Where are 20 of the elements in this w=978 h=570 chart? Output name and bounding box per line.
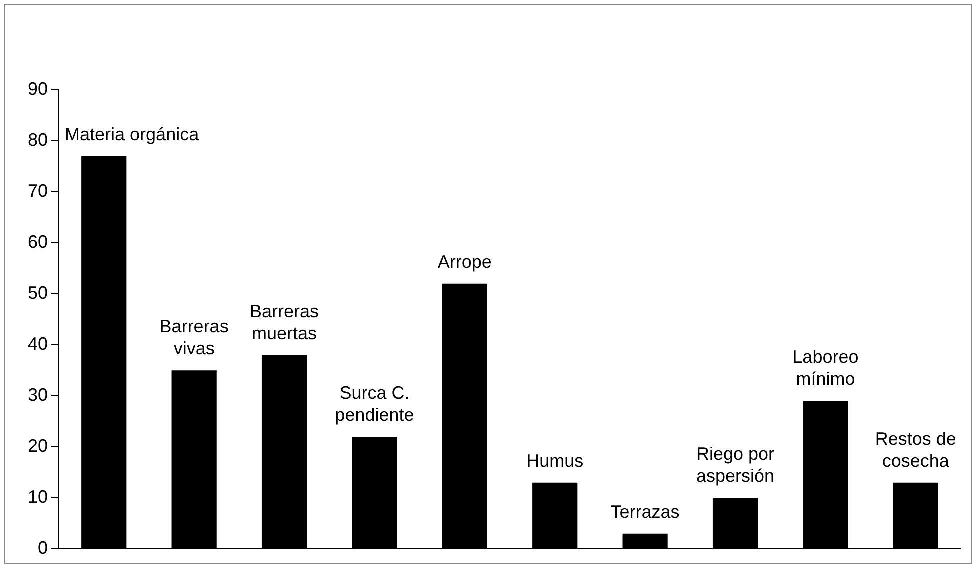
x-tick-label: Surca C. pendiente [335, 382, 414, 425]
x-tick-label: Restos de cosecha [875, 428, 956, 471]
y-tick-label: 50 [28, 283, 48, 304]
y-tick-label: 20 [28, 436, 48, 456]
x-tick-label: Humus [526, 450, 584, 471]
x-tick-label: Laboreo mínimo [792, 347, 859, 390]
x-tick-label: Barreras muertas [250, 301, 320, 344]
y-tick-label: 70 [28, 181, 48, 202]
x-tick-label: Riego por aspersión [696, 444, 775, 486]
x-tick-label: Materia orgánica [65, 124, 200, 144]
y-tick-label: 10 [28, 487, 48, 508]
y-tick-label: 30 [28, 385, 48, 406]
y-tick-label: 90 [28, 78, 48, 99]
y-tick-label: 0 [38, 538, 48, 558]
y-tick-label: 80 [28, 130, 48, 150]
x-tick-label: Terrazas [610, 502, 680, 522]
x-tick-label: Barreras vivas [160, 316, 229, 359]
x-tick-label: Arrope [438, 252, 492, 272]
y-tick-label: 60 [28, 232, 48, 252]
y-tick-label: 40 [28, 334, 48, 354]
